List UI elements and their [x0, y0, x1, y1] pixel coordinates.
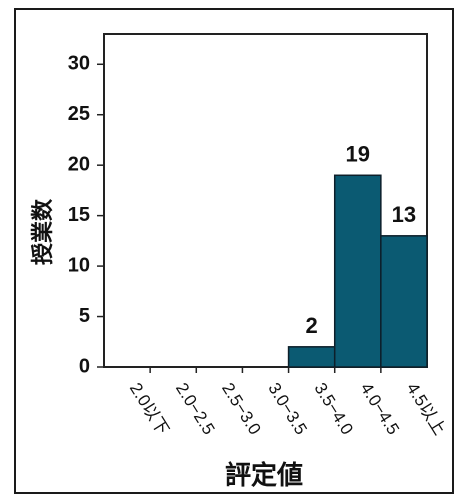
x-tick-label-2: 2.5−3.0 — [218, 379, 264, 438]
x-axis-label: 評定値 — [225, 460, 303, 490]
data-label-5: 19 — [346, 141, 370, 166]
y-tick-label-0: 0 — [79, 355, 90, 377]
bar-5 — [333, 174, 382, 368]
bar-6 — [380, 235, 428, 368]
x-tick-label-1: 2.0−2.5 — [172, 379, 218, 438]
y-axis-label: 授業数 — [30, 198, 55, 265]
y-tick-label-3: 15 — [68, 204, 90, 226]
x-tick-label-4: 3.5−4.0 — [310, 379, 356, 438]
x-tick-label-3: 3.0−3.5 — [264, 379, 310, 438]
x-tick-label-6: 4.5以上 — [403, 379, 450, 438]
y-tick-label-6: 30 — [68, 53, 90, 75]
y-tick-label-1: 5 — [79, 305, 90, 327]
data-label-4: 2 — [306, 313, 318, 338]
bar-4 — [287, 346, 336, 368]
y-tick-label-5: 25 — [68, 103, 90, 125]
data-label-6: 13 — [392, 202, 416, 227]
x-tick-label-0: 2.0以下 — [126, 379, 173, 438]
x-tick-label-5: 4.0−4.5 — [357, 379, 403, 438]
y-tick-label-2: 10 — [68, 254, 90, 276]
y-tick-label-4: 20 — [68, 153, 90, 175]
